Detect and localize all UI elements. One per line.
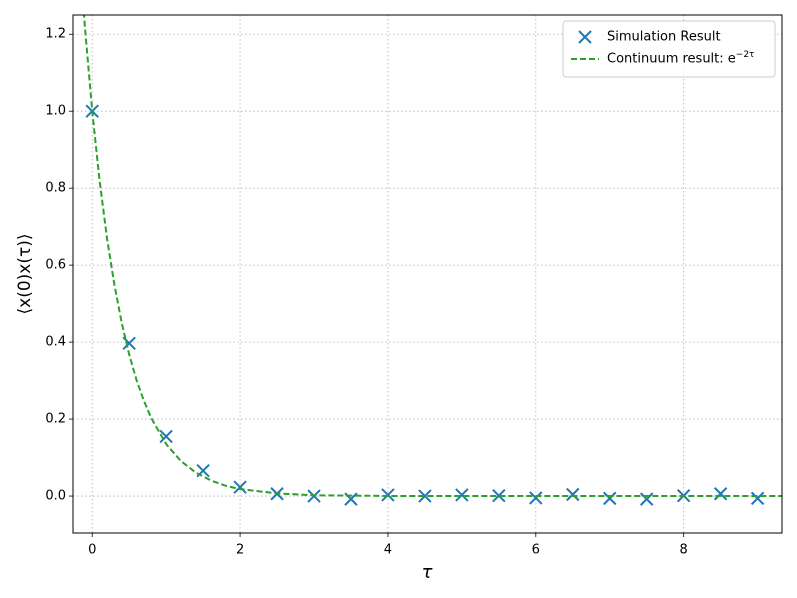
x-tick-label: 0 [88,543,96,558]
marker [233,480,247,494]
legend-label: Continuum result: e−2τ [607,50,754,67]
y-tick-label: 0.8 [45,181,66,196]
y-tick-label: 1.0 [45,104,66,119]
marker [566,487,580,502]
y-tick-label: 0.0 [45,489,66,504]
marker [381,488,395,502]
marker [418,489,432,503]
marker [750,491,765,506]
plot-area [83,15,782,506]
y-tick-label: 0.4 [45,335,66,350]
y-tick-label: 1.2 [45,27,66,42]
x-tick-label: 2 [236,543,244,558]
legend-marker [578,30,592,44]
x-tick-label: 8 [680,543,688,558]
line [83,15,782,498]
x-axis-label: τ [422,562,433,583]
marker [713,487,728,501]
y-axis-label: ⟨x(0)x(τ)⟩ [15,234,35,315]
legend-label: Simulation Result [607,30,721,45]
x-tick-label: 6 [532,543,540,558]
y-tick-label: 0.6 [45,258,66,273]
y-tick-label: 0.2 [45,412,66,427]
marker [529,491,543,505]
marker [492,488,506,503]
marker [603,491,617,506]
legend-box [562,20,776,78]
marker [122,336,136,350]
x-tick-label: 4 [384,543,392,558]
marker [639,492,654,506]
marker [159,429,173,444]
axes-frame [72,14,783,534]
marker [455,488,469,502]
legend: Simulation Result Continuum result: e−2τ [562,20,776,78]
